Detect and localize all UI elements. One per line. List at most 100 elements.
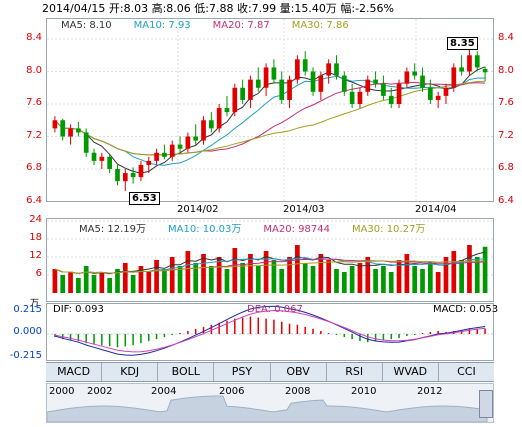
volume-bar-down: [162, 269, 167, 293]
volume-bar-up: [248, 254, 253, 293]
candle-body-down: [341, 75, 347, 92]
candle-body-up: [146, 160, 152, 165]
volume-bar-up: [287, 257, 292, 293]
price-y-tick-right: 6.8: [498, 162, 514, 173]
volume-bar-up: [396, 260, 402, 293]
ma-legend-item: MA30: 10.27万: [351, 224, 426, 235]
candle-body-up: [154, 152, 159, 161]
volume-unit-label: 万: [30, 299, 40, 309]
price-ma30-line: [54, 80, 486, 156]
volume-bar-up: [365, 257, 371, 293]
volume-bar-up: [443, 257, 449, 293]
candle-body-down: [412, 71, 418, 76]
macd-label: MACD: 0.053: [433, 304, 499, 315]
volume-bar-up: [326, 260, 332, 293]
tab-cci[interactable]: CCI: [457, 365, 476, 378]
candle-body-down: [310, 71, 316, 92]
ma-legend-item: MA30: 7.86: [291, 20, 349, 31]
price-y-tick-left: 8.4: [26, 32, 42, 43]
candle-body-up: [263, 67, 269, 88]
price-y-tick-right: 7.2: [498, 129, 514, 141]
volume-ma-legend: MA5: 12.19万 MA10: 10.03万 MA20: 98744 MA30: …: [79, 220, 447, 235]
tab-obv[interactable]: OBV: [271, 363, 327, 381]
volume-bar-down: [115, 269, 120, 293]
candle-body-up: [435, 95, 441, 100]
candle-body-down: [474, 55, 480, 68]
volume-chart-panel: MA5: 12.19万 MA10: 10.03万 MA20: 98744 MA30: …: [46, 218, 494, 302]
price-y-tick-left: 6.4: [26, 194, 42, 206]
volume-bar-down: [271, 260, 277, 293]
timeline-sparkline: [47, 395, 488, 422]
candle-body-up: [248, 79, 253, 100]
candle-body-up: [318, 75, 324, 92]
tab-macd[interactable]: MACD: [46, 363, 103, 381]
candle-body-down: [420, 75, 425, 88]
candle-body-up: [451, 67, 457, 88]
volume-bar-up: [435, 272, 441, 293]
candle-body-down: [177, 144, 183, 149]
volume-bar-down: [130, 275, 136, 293]
tab-boll[interactable]: BOLL: [158, 363, 215, 381]
volume-bar-up: [357, 263, 363, 293]
ma-legend-item: MA5: 8.10: [61, 20, 112, 31]
candle-body-down: [60, 120, 66, 137]
price-ma10-line: [54, 75, 486, 166]
volume-bar-up: [122, 263, 128, 293]
candle-body-down: [76, 128, 81, 133]
candle-body-up: [404, 71, 410, 84]
candle-body-down: [279, 79, 285, 100]
macd-y-tick-zero: 0.000: [13, 326, 42, 337]
volume-bar-down: [310, 266, 316, 293]
macd-y-tick-bottom: -0.215: [9, 350, 42, 361]
timeline-area: [47, 395, 488, 422]
candle-body-down: [240, 87, 245, 100]
candle-body-down: [459, 67, 464, 72]
volume-bar-up: [404, 254, 410, 293]
candle-body-down: [482, 69, 488, 73]
macd-chart-panel: DIF: 0.093 DEA: 0.067 MACD: 0.053: [46, 303, 498, 361]
candle-body-up: [201, 120, 206, 141]
volume-bar-down: [279, 269, 285, 293]
volume-bar-up: [295, 245, 300, 293]
tab-wvad[interactable]: WVAD: [383, 363, 439, 381]
timeline-range-handle[interactable]: [479, 390, 493, 418]
history-timeline[interactable]: 2000 2002 2004 2006 2008 2010 2012: [46, 383, 494, 423]
candle-body-up: [68, 128, 73, 137]
volume-bar-down: [208, 266, 214, 293]
ma-legend-item: MA10: 7.93: [133, 20, 191, 31]
volume-bar-down: [224, 269, 230, 293]
candle-body-down: [334, 63, 339, 76]
macd-y-tick-top: 0.215: [13, 304, 42, 315]
candle-body-down: [388, 95, 394, 104]
tab-psy[interactable]: PSY: [214, 363, 271, 381]
volume-bar-down: [459, 260, 464, 293]
ma-legend-item: MA20: 7.87: [212, 20, 270, 31]
volume-bar-down: [482, 246, 488, 293]
tab-kdj[interactable]: KDJ: [102, 363, 159, 381]
x-tick-2014-03: 2014/03: [283, 204, 325, 215]
price-chart: [47, 19, 493, 201]
candle-body-up: [216, 108, 222, 129]
volume-bar-up: [467, 245, 472, 293]
candle-body-up: [396, 83, 402, 104]
candle-body-down: [162, 152, 167, 157]
candle-body-down: [208, 120, 214, 129]
candle-body-up: [365, 79, 371, 92]
timeline-year-2006: 2006: [219, 386, 245, 397]
candle-body-up: [443, 87, 449, 96]
volume-chart: [47, 220, 493, 293]
ma-legend-item: MA10: 10.03万: [168, 224, 242, 235]
price-y-tick-right: 8.0: [498, 64, 514, 76]
candle-body-down: [193, 136, 199, 141]
volume-bar-up: [451, 251, 457, 293]
ma-legend-item: MA5: 12.19万: [79, 224, 147, 235]
price-y-tick-left: 6.8: [26, 162, 42, 173]
candle-body-up: [287, 79, 292, 100]
candle-body-down: [373, 79, 378, 84]
tab-rsi[interactable]: RSI: [327, 363, 383, 381]
candle-body-down: [130, 173, 136, 178]
timeline-year-2000: 2000: [49, 386, 75, 397]
candle-body-down: [91, 152, 97, 161]
timeline-year-2010: 2010: [351, 386, 377, 397]
volume-bar-up: [52, 269, 58, 293]
